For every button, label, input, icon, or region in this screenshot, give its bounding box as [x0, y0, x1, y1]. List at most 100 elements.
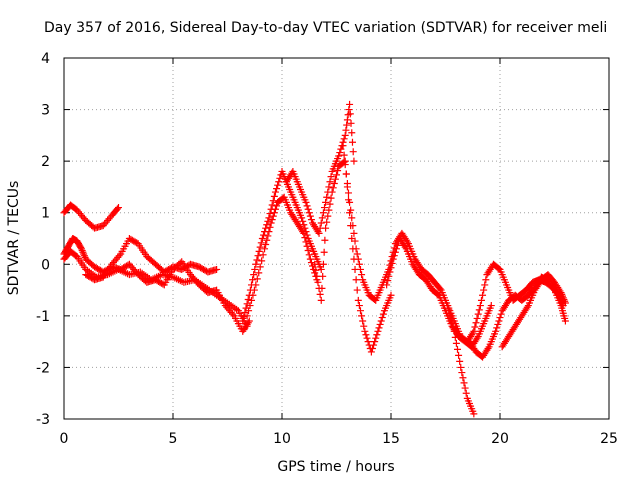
- data-point: [239, 317, 247, 325]
- data-point: [352, 245, 360, 253]
- data-point: [346, 198, 354, 206]
- data-point: [342, 170, 350, 178]
- data-point: [252, 281, 260, 289]
- x-tick-label: 15: [382, 431, 400, 447]
- data-point: [317, 265, 325, 273]
- data-point: [370, 341, 378, 349]
- series-satellite-track-13: [498, 271, 569, 351]
- data-point: [348, 138, 356, 146]
- data-point: [247, 296, 255, 304]
- data-point: [301, 234, 309, 242]
- data-point: [259, 251, 267, 259]
- data-point: [353, 250, 361, 258]
- data-point: [340, 151, 348, 159]
- data-point: [388, 259, 396, 267]
- data-point: [77, 244, 85, 252]
- data-point: [385, 272, 393, 280]
- data-point: [320, 248, 328, 256]
- data-point: [460, 379, 468, 387]
- data-point: [327, 194, 335, 202]
- x-axis-label: GPS time / hours: [277, 459, 394, 475]
- series-satellite-track-4: [82, 235, 221, 284]
- data-point: [349, 222, 357, 230]
- data-point: [561, 299, 569, 307]
- data-point: [80, 252, 88, 260]
- data-point: [387, 291, 395, 299]
- data-point: [473, 334, 481, 342]
- data-point: [262, 241, 270, 249]
- data-point: [476, 302, 484, 310]
- data-point: [347, 206, 355, 214]
- data-point: [249, 276, 257, 284]
- data-point: [77, 245, 85, 253]
- data-point: [355, 260, 363, 268]
- data-point: [352, 276, 360, 284]
- data-point: [349, 148, 357, 156]
- series-satellite-track-1: [60, 201, 122, 232]
- data-point: [493, 324, 501, 332]
- data-point: [245, 307, 253, 315]
- data-point: [317, 219, 325, 227]
- data-point: [318, 284, 326, 292]
- data-point: [311, 260, 319, 268]
- data-point: [386, 268, 394, 276]
- data-point: [319, 260, 327, 268]
- x-tick-label: 20: [491, 431, 509, 447]
- data-point: [342, 126, 350, 134]
- series-satellite-track-6: [243, 193, 321, 320]
- data-point: [252, 260, 260, 268]
- data-point: [258, 235, 266, 242]
- data-point: [375, 324, 383, 332]
- data-point: [268, 201, 276, 209]
- data-point: [323, 193, 331, 201]
- data-point: [473, 314, 481, 322]
- data-point: [251, 265, 259, 273]
- data-point: [481, 281, 489, 289]
- data-point: [344, 189, 352, 197]
- data-point: [475, 306, 483, 314]
- data-point: [479, 291, 487, 299]
- data-point: [254, 252, 262, 260]
- data-point: [253, 275, 261, 283]
- grid-lines: [64, 58, 609, 419]
- data-point: [329, 184, 337, 192]
- data-point: [229, 310, 237, 318]
- data-point: [477, 296, 485, 304]
- data-point: [273, 185, 281, 193]
- data-point: [558, 292, 566, 300]
- data-point: [346, 100, 354, 108]
- data-point: [457, 363, 465, 371]
- axis-ticks: 0 5 10 15 20 25 -3 -2 -1 0 1 2 3 4: [36, 51, 618, 447]
- data-point: [243, 312, 251, 320]
- data-point: [360, 322, 368, 330]
- data-points: [60, 100, 569, 418]
- data-point: [269, 197, 277, 205]
- data-point: [462, 389, 470, 397]
- data-point: [484, 345, 492, 353]
- data-point: [340, 135, 348, 143]
- data-point: [452, 339, 460, 347]
- data-point: [377, 317, 385, 325]
- data-point: [497, 310, 505, 318]
- data-point: [315, 229, 323, 237]
- y-tick-label: 1: [41, 206, 50, 222]
- data-point: [469, 329, 477, 337]
- y-tick-label: -3: [36, 412, 50, 428]
- y-tick-label: 4: [41, 51, 50, 67]
- data-point: [389, 255, 397, 263]
- data-point: [470, 410, 478, 418]
- data-point: [336, 149, 344, 157]
- data-point: [240, 313, 248, 321]
- data-point: [358, 312, 366, 320]
- y-axis-label: SDTVAR / TECUs: [6, 181, 22, 296]
- y-tick-label: -2: [36, 360, 50, 376]
- data-point: [356, 265, 364, 273]
- x-tick-label: 0: [60, 431, 69, 447]
- data-point: [470, 327, 478, 335]
- data-point: [274, 181, 282, 189]
- data-point: [347, 119, 355, 127]
- data-point: [348, 129, 356, 137]
- data-point: [374, 327, 382, 335]
- data-point: [367, 348, 375, 356]
